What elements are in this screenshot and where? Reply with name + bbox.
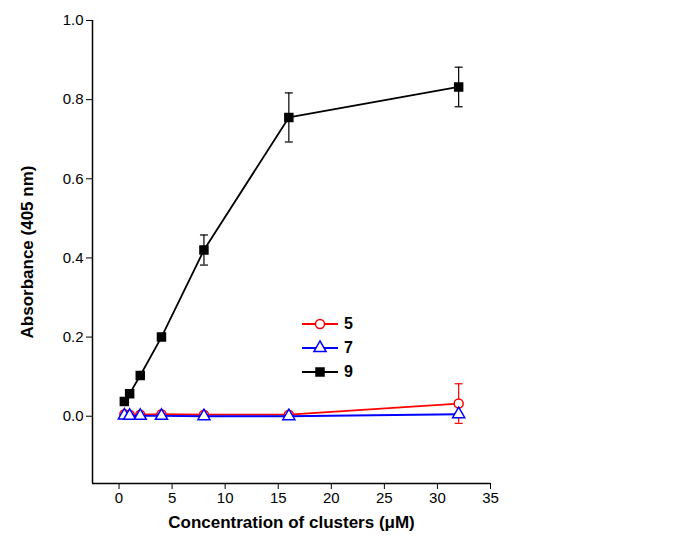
svg-text:0.4: 0.4 (63, 249, 84, 266)
svg-text:25: 25 (376, 489, 393, 506)
svg-text:30: 30 (429, 489, 446, 506)
svg-text:0.2: 0.2 (63, 328, 84, 345)
svg-text:0.8: 0.8 (63, 90, 84, 107)
svg-text:15: 15 (270, 489, 287, 506)
svg-text:5: 5 (168, 489, 176, 506)
svg-text:20: 20 (323, 489, 340, 506)
svg-text:Concentration of clusters (μM): Concentration of clusters (μM) (168, 513, 415, 532)
html-text:5: 5 (344, 315, 353, 332)
svg-text:0.6: 0.6 (63, 170, 84, 187)
svg-text:0: 0 (115, 489, 123, 506)
svg-text:1.0: 1.0 (63, 11, 84, 28)
html-text:9: 9 (344, 363, 353, 380)
svg-text:0.0: 0.0 (63, 407, 84, 424)
svg-text:10: 10 (217, 489, 234, 506)
html-text:7: 7 (344, 339, 353, 356)
svg-text:35: 35 (482, 489, 499, 506)
svg-text:Absorbance (405 nm): Absorbance (405 nm) (18, 166, 37, 339)
